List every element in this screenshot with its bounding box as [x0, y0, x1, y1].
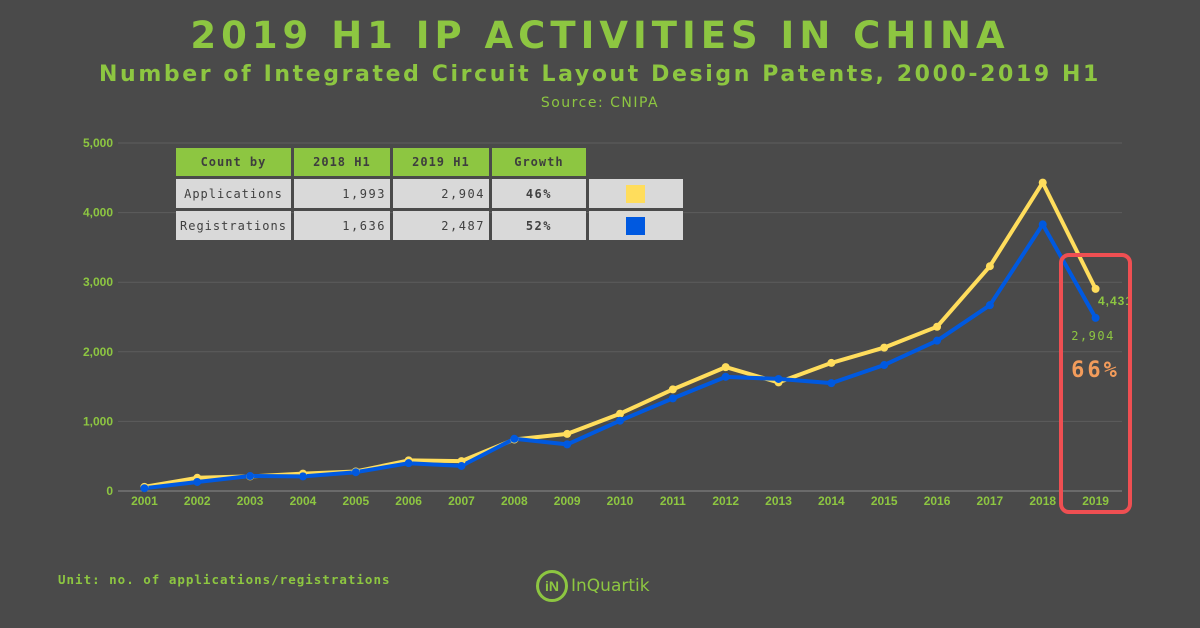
data-point-registrations: [721, 372, 730, 381]
table-row-registrations: Registrations 1,636 2,487 52%: [176, 211, 683, 240]
highlight-box-2019: [1059, 253, 1132, 514]
y-tick-label: 2,000: [83, 345, 113, 359]
data-point-applications: [985, 262, 994, 271]
data-point-registrations: [774, 374, 783, 383]
header-count-by: Count by: [176, 148, 291, 176]
data-point-registrations: [668, 394, 677, 403]
x-tick-label: 2018: [1029, 494, 1056, 508]
registrations-swatch: [626, 216, 646, 235]
data-point-applications: [668, 385, 677, 394]
x-tick-label: 2007: [448, 494, 475, 508]
data-point-registrations: [880, 361, 889, 370]
summary-header-row: Count by 2018 H1 2019 H1 Growth: [176, 148, 683, 176]
data-point-registrations: [933, 336, 942, 345]
growth-value: 52%: [491, 211, 586, 240]
x-tick-label: 2016: [924, 494, 951, 508]
y-tick-label: 4,000: [83, 206, 113, 220]
x-tick-label: 2006: [395, 494, 422, 508]
data-point-registrations: [351, 468, 360, 477]
source-note: Source: CNIPA: [540, 95, 660, 111]
logo-mark-icon: iN: [536, 570, 568, 602]
header-2019-h1: 2019 H1: [392, 148, 489, 176]
x-axis: 2001 2002 2003 2004 2005 2006 2007 2008 2009 2010…: [131, 494, 1109, 508]
value-2019-h1: 2,904: [392, 179, 489, 208]
x-tick-label: 2002: [184, 494, 211, 508]
logo-text: InQuartik: [571, 576, 650, 596]
data-point-registrations: [193, 477, 202, 486]
growth-value: 46%: [491, 179, 586, 208]
page-subtitle: Number of Integrated Circuit Layout Desi…: [99, 62, 1101, 87]
y-tick-label: 3,000: [83, 275, 113, 289]
y-tick-label: 1,000: [83, 414, 113, 428]
value-2019-h1: 2,487: [392, 211, 489, 240]
x-tick-label: 2004: [290, 494, 317, 508]
value-label-2: 2,904: [1071, 329, 1115, 343]
row-label: Registrations: [176, 211, 291, 240]
data-point-applications: [1038, 178, 1047, 187]
table-row-applications: Applications 1,993 2,904 46%: [176, 179, 683, 208]
row-label: Applications: [176, 179, 291, 208]
x-tick-label: 2001: [131, 494, 158, 508]
series-layer: [140, 178, 1100, 493]
x-tick-label: 2012: [712, 494, 739, 508]
data-point-applications: [933, 322, 942, 331]
x-tick-label: 2003: [237, 494, 264, 508]
inquartik-logo: iN InQuartik: [536, 567, 650, 605]
data-point-applications: [1091, 284, 1100, 293]
data-point-registrations: [1091, 313, 1100, 322]
value-2018-h1: 1,993: [293, 179, 390, 208]
data-point-applications: [721, 363, 730, 372]
x-tick-label: 2013: [765, 494, 792, 508]
data-point-applications: [827, 358, 836, 367]
y-tick-label: 0: [106, 484, 113, 498]
x-tick-label: 2014: [818, 494, 845, 508]
summary-table: Count by 2018 H1 2019 H1 Growth Applicat…: [173, 145, 686, 243]
data-point-registrations: [1038, 220, 1047, 229]
grid-layer: [118, 142, 1122, 492]
header-growth: Growth: [491, 148, 586, 176]
data-point-applications: [880, 343, 889, 352]
data-point-registrations: [140, 484, 149, 493]
x-tick-label: 2019: [1082, 494, 1109, 508]
x-tick-label: 2005: [342, 494, 369, 508]
data-point-registrations: [985, 301, 994, 310]
header-spacer: [589, 148, 683, 176]
legend-cell: [588, 179, 683, 208]
series-line-registrations: [142, 222, 1098, 491]
data-point-applications: [616, 409, 624, 418]
x-tick-label: 2011: [660, 494, 686, 508]
applications-swatch: [626, 184, 646, 203]
growth-callout: 66%: [1071, 358, 1120, 383]
y-tick-label: 5,000: [83, 136, 113, 150]
x-tick-label: 2017: [977, 494, 1004, 508]
x-tick-label: 2009: [554, 494, 581, 508]
data-point-applications: [563, 429, 572, 438]
value-2018-h1: 1,636: [293, 211, 390, 240]
data-point-registrations: [563, 440, 572, 449]
unit-note: Unit: no. of applications/registrations: [58, 572, 391, 587]
x-tick-label: 2010: [607, 494, 634, 508]
header-2018-h1: 2018 H1: [293, 148, 390, 176]
data-point-registrations: [298, 472, 307, 481]
legend-cell: [588, 211, 683, 240]
y-axis: 0 1,000 2,000 3,000 4,000 5,000: [83, 136, 113, 498]
value-label-1: 4,431: [1098, 294, 1133, 308]
data-point-registrations: [827, 379, 836, 388]
data-point-registrations: [510, 434, 519, 443]
data-point-registrations: [616, 416, 624, 425]
x-tick-label: 2015: [871, 494, 898, 508]
page-title: 2019 H1 IP ACTIVITIES IN CHINA: [190, 14, 1010, 57]
data-point-registrations: [404, 459, 413, 468]
x-tick-label: 2008: [501, 494, 528, 508]
data-point-registrations: [457, 461, 466, 470]
data-point-registrations: [246, 472, 255, 481]
